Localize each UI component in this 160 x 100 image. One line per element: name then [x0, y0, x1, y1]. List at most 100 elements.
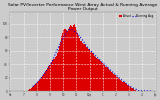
Bar	[85, 45, 86, 91]
Bar	[134, 90, 135, 91]
Bar	[113, 74, 114, 91]
Bar	[77, 33, 78, 91]
Bar	[94, 56, 95, 91]
Bar	[107, 68, 108, 91]
Bar	[104, 65, 105, 91]
Bar	[82, 43, 83, 91]
Bar	[27, 90, 28, 91]
Bar	[39, 80, 40, 91]
Bar	[46, 70, 47, 91]
Bar	[34, 85, 35, 91]
Bar	[71, 26, 72, 91]
Bar	[73, 25, 74, 91]
Bar	[106, 67, 107, 91]
Bar	[61, 36, 62, 91]
Bar	[83, 44, 84, 91]
Bar	[114, 75, 115, 91]
Bar	[66, 30, 67, 91]
Bar	[59, 46, 60, 91]
Bar	[110, 71, 111, 91]
Bar	[130, 87, 131, 91]
Bar	[69, 27, 70, 91]
Bar	[80, 41, 81, 91]
Bar	[28, 90, 29, 91]
Bar	[68, 29, 69, 91]
Bar	[89, 50, 90, 91]
Bar	[58, 50, 59, 91]
Bar	[87, 48, 88, 91]
Bar	[100, 61, 101, 91]
Bar	[67, 31, 68, 91]
Bar	[76, 30, 77, 91]
Bar	[42, 76, 43, 91]
Bar	[81, 41, 82, 91]
Bar	[102, 63, 103, 91]
Bar	[116, 77, 117, 91]
Bar	[38, 81, 39, 91]
Bar	[29, 89, 30, 91]
Bar	[49, 65, 50, 91]
Bar	[127, 85, 128, 91]
Bar	[45, 72, 46, 91]
Bar	[112, 73, 113, 91]
Bar	[60, 42, 61, 91]
Bar	[72, 27, 73, 91]
Bar	[70, 25, 71, 91]
Bar	[31, 88, 32, 91]
Bar	[120, 80, 121, 91]
Bar	[124, 83, 126, 91]
Bar	[115, 76, 116, 91]
Bar	[132, 88, 133, 91]
Bar	[53, 59, 55, 91]
Bar	[126, 84, 127, 91]
Bar	[86, 47, 87, 91]
Bar	[65, 29, 66, 91]
Bar	[97, 59, 98, 91]
Bar	[56, 53, 58, 91]
Bar	[43, 74, 44, 91]
Bar	[98, 59, 99, 91]
Bar	[123, 82, 124, 91]
Bar	[92, 53, 93, 91]
Bar	[78, 36, 79, 91]
Bar	[108, 69, 109, 91]
Bar	[93, 54, 94, 91]
Bar	[32, 87, 33, 91]
Bar	[96, 58, 97, 91]
Legend: Actual, Running Avg.: Actual, Running Avg.	[119, 13, 155, 18]
Bar	[131, 88, 132, 91]
Bar	[41, 77, 42, 91]
Bar	[88, 49, 89, 91]
Bar	[111, 72, 112, 91]
Bar	[79, 38, 80, 91]
Bar	[48, 66, 49, 91]
Bar	[36, 83, 37, 91]
Bar	[135, 90, 136, 91]
Bar	[40, 78, 41, 91]
Bar	[62, 33, 63, 91]
Bar	[99, 60, 100, 91]
Bar	[84, 44, 85, 91]
Bar	[105, 67, 106, 91]
Bar	[128, 86, 129, 91]
Title: Solar PV/Inverter Performance West Array Actual & Running Average Power Output: Solar PV/Inverter Performance West Array…	[8, 3, 158, 11]
Bar	[90, 52, 91, 91]
Bar	[35, 84, 36, 91]
Bar	[109, 70, 110, 91]
Bar	[75, 27, 76, 91]
Bar	[103, 64, 104, 91]
Bar	[117, 77, 118, 91]
Bar	[63, 30, 64, 91]
Bar	[47, 68, 48, 91]
Bar	[95, 57, 96, 91]
Bar	[33, 86, 34, 91]
Bar	[44, 73, 45, 91]
Bar	[121, 81, 123, 91]
Bar	[55, 57, 56, 91]
Bar	[119, 79, 120, 91]
Bar	[52, 60, 53, 91]
Bar	[129, 86, 130, 91]
Bar	[30, 89, 31, 91]
Bar	[133, 89, 134, 91]
Bar	[50, 63, 52, 91]
